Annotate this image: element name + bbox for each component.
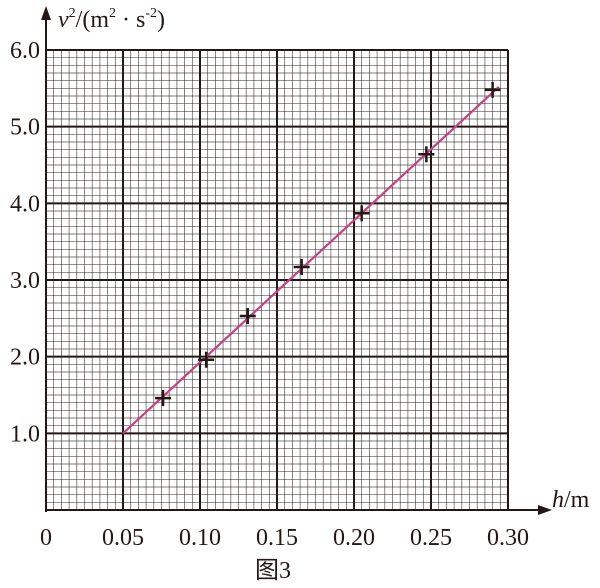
axes <box>41 6 552 515</box>
y-tick-label: 6.0 <box>10 38 40 64</box>
y-tick-label: 4.0 <box>10 191 40 217</box>
data-point-cross-marker <box>155 390 172 407</box>
x-axis-label: h/m <box>552 487 590 513</box>
x-axis-arrow-icon <box>538 505 552 515</box>
data-point-cross-marker <box>484 81 501 98</box>
x-tick-label: 0.25 <box>410 525 452 551</box>
y-axis-arrow-icon <box>41 6 51 20</box>
fit-line <box>122 85 500 435</box>
data-point-cross-marker <box>293 258 310 275</box>
x-tick-label: 0.05 <box>102 525 144 551</box>
figure-caption: 图3 <box>255 558 291 584</box>
x-tick-label: 0.10 <box>179 525 221 551</box>
data-point-cross-marker <box>198 351 215 368</box>
x-tick-label: 0.30 <box>487 525 529 551</box>
x-tick-label: 0 <box>40 525 52 551</box>
y-tick-label: 3.0 <box>10 268 40 294</box>
data-point-cross-marker <box>353 205 370 222</box>
data-point-cross-marker <box>239 308 256 325</box>
y-axis-label: v2/(m2 · s-2) <box>58 6 165 33</box>
grid <box>45 49 509 511</box>
x-tick-label: 0.20 <box>333 525 375 551</box>
data-point-cross-marker <box>418 146 435 163</box>
data-points <box>155 81 501 407</box>
y-tick-label: 2.0 <box>10 345 40 371</box>
x-tick-label: 0.15 <box>256 525 298 551</box>
y-tick-label: 1.0 <box>10 421 40 447</box>
y-tick-labels: 1.0 2.0 3.0 4.0 5.0 6.0 <box>10 38 40 447</box>
x-tick-labels: 0 0.05 0.10 0.15 0.20 0.25 0.30 <box>40 525 529 551</box>
y-tick-label: 5.0 <box>10 115 40 141</box>
